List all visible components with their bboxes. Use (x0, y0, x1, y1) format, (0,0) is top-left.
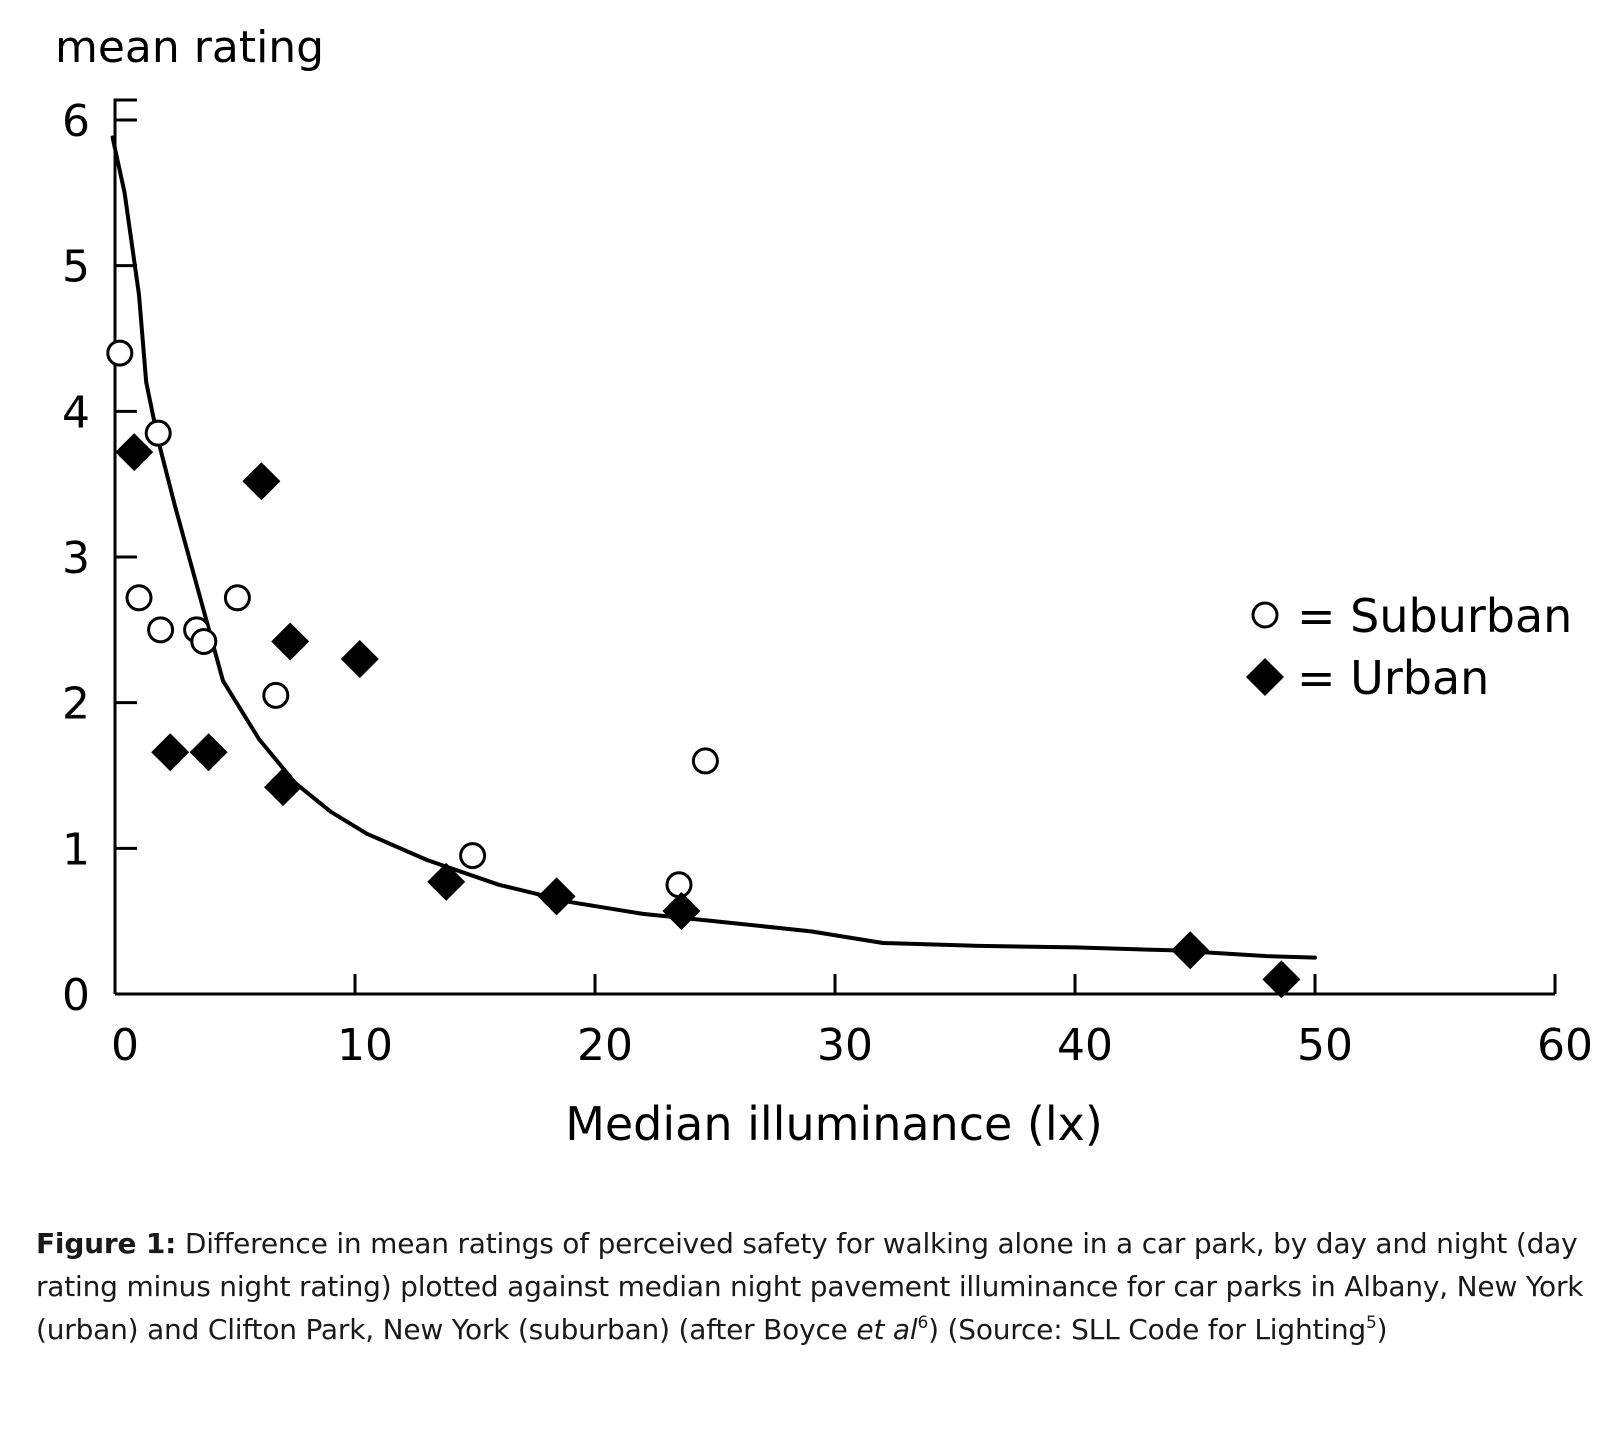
y-tick-label: 1 (62, 824, 90, 875)
x-axis-title: Median illuminance (lx) (565, 1097, 1103, 1151)
urban-point (1262, 960, 1301, 999)
trend-curve (110, 135, 1317, 960)
suburban-point (106, 339, 134, 367)
caption-label: Figure 1: (36, 1227, 177, 1260)
urban-point (427, 862, 466, 901)
suburban-point (262, 681, 290, 709)
caption-text-2: ) (Source: SLL Code for Lighting (928, 1313, 1366, 1346)
x-tick-label: 40 (1057, 1020, 1113, 1071)
suburban-point (691, 747, 719, 775)
caption-text-1: Difference in mean ratings of perceived … (36, 1227, 1584, 1346)
y-tick-label: 5 (62, 242, 90, 293)
y-tick-label: 4 (62, 387, 90, 438)
urban-point (1171, 931, 1210, 970)
urban-point (115, 433, 154, 472)
y-tick-label: 6 (62, 96, 90, 147)
urban-point (537, 877, 576, 916)
figure-caption: Figure 1: Difference in mean ratings of … (36, 1222, 1596, 1351)
suburban-point (459, 842, 487, 870)
suburban-point (144, 419, 172, 447)
legend-label-urban: = Urban (1297, 651, 1489, 705)
legend-urban-marker (1246, 658, 1284, 696)
urban-point (151, 733, 190, 772)
caption-ref-6: 6 (917, 1313, 929, 1333)
caption-et-al: et al (856, 1313, 918, 1346)
caption-text-3: ) (1376, 1313, 1388, 1346)
data-points (106, 339, 1301, 999)
x-tick-label: 10 (337, 1020, 393, 1071)
x-tick-label: 50 (1297, 1020, 1353, 1071)
legend: = Suburban = Urban (1246, 589, 1572, 705)
y-tick-label: 2 (62, 679, 90, 730)
urban-point (340, 639, 379, 678)
urban-point (271, 622, 310, 661)
x-tick-label: 0 (111, 1020, 139, 1071)
suburban-point (190, 627, 218, 655)
suburban-point (147, 616, 175, 644)
x-tick-label: 60 (1537, 1020, 1593, 1071)
urban-point (242, 462, 281, 501)
caption-ref-5: 5 (1365, 1313, 1377, 1333)
x-tick-label: 20 (577, 1020, 633, 1071)
y-tick-label: 3 (62, 533, 90, 584)
x-tick-label: 30 (817, 1020, 873, 1071)
urban-point (264, 768, 302, 807)
urban-point (189, 733, 228, 772)
suburban-point (125, 584, 153, 612)
suburban-point (665, 871, 693, 899)
legend-suburban-marker (1251, 601, 1279, 629)
suburban-point (223, 584, 251, 612)
urban-point (662, 891, 701, 930)
y-axis-title: mean rating (55, 22, 324, 73)
legend-label-suburban: = Suburban (1297, 589, 1572, 643)
y-tick-label: 0 (62, 970, 90, 1021)
